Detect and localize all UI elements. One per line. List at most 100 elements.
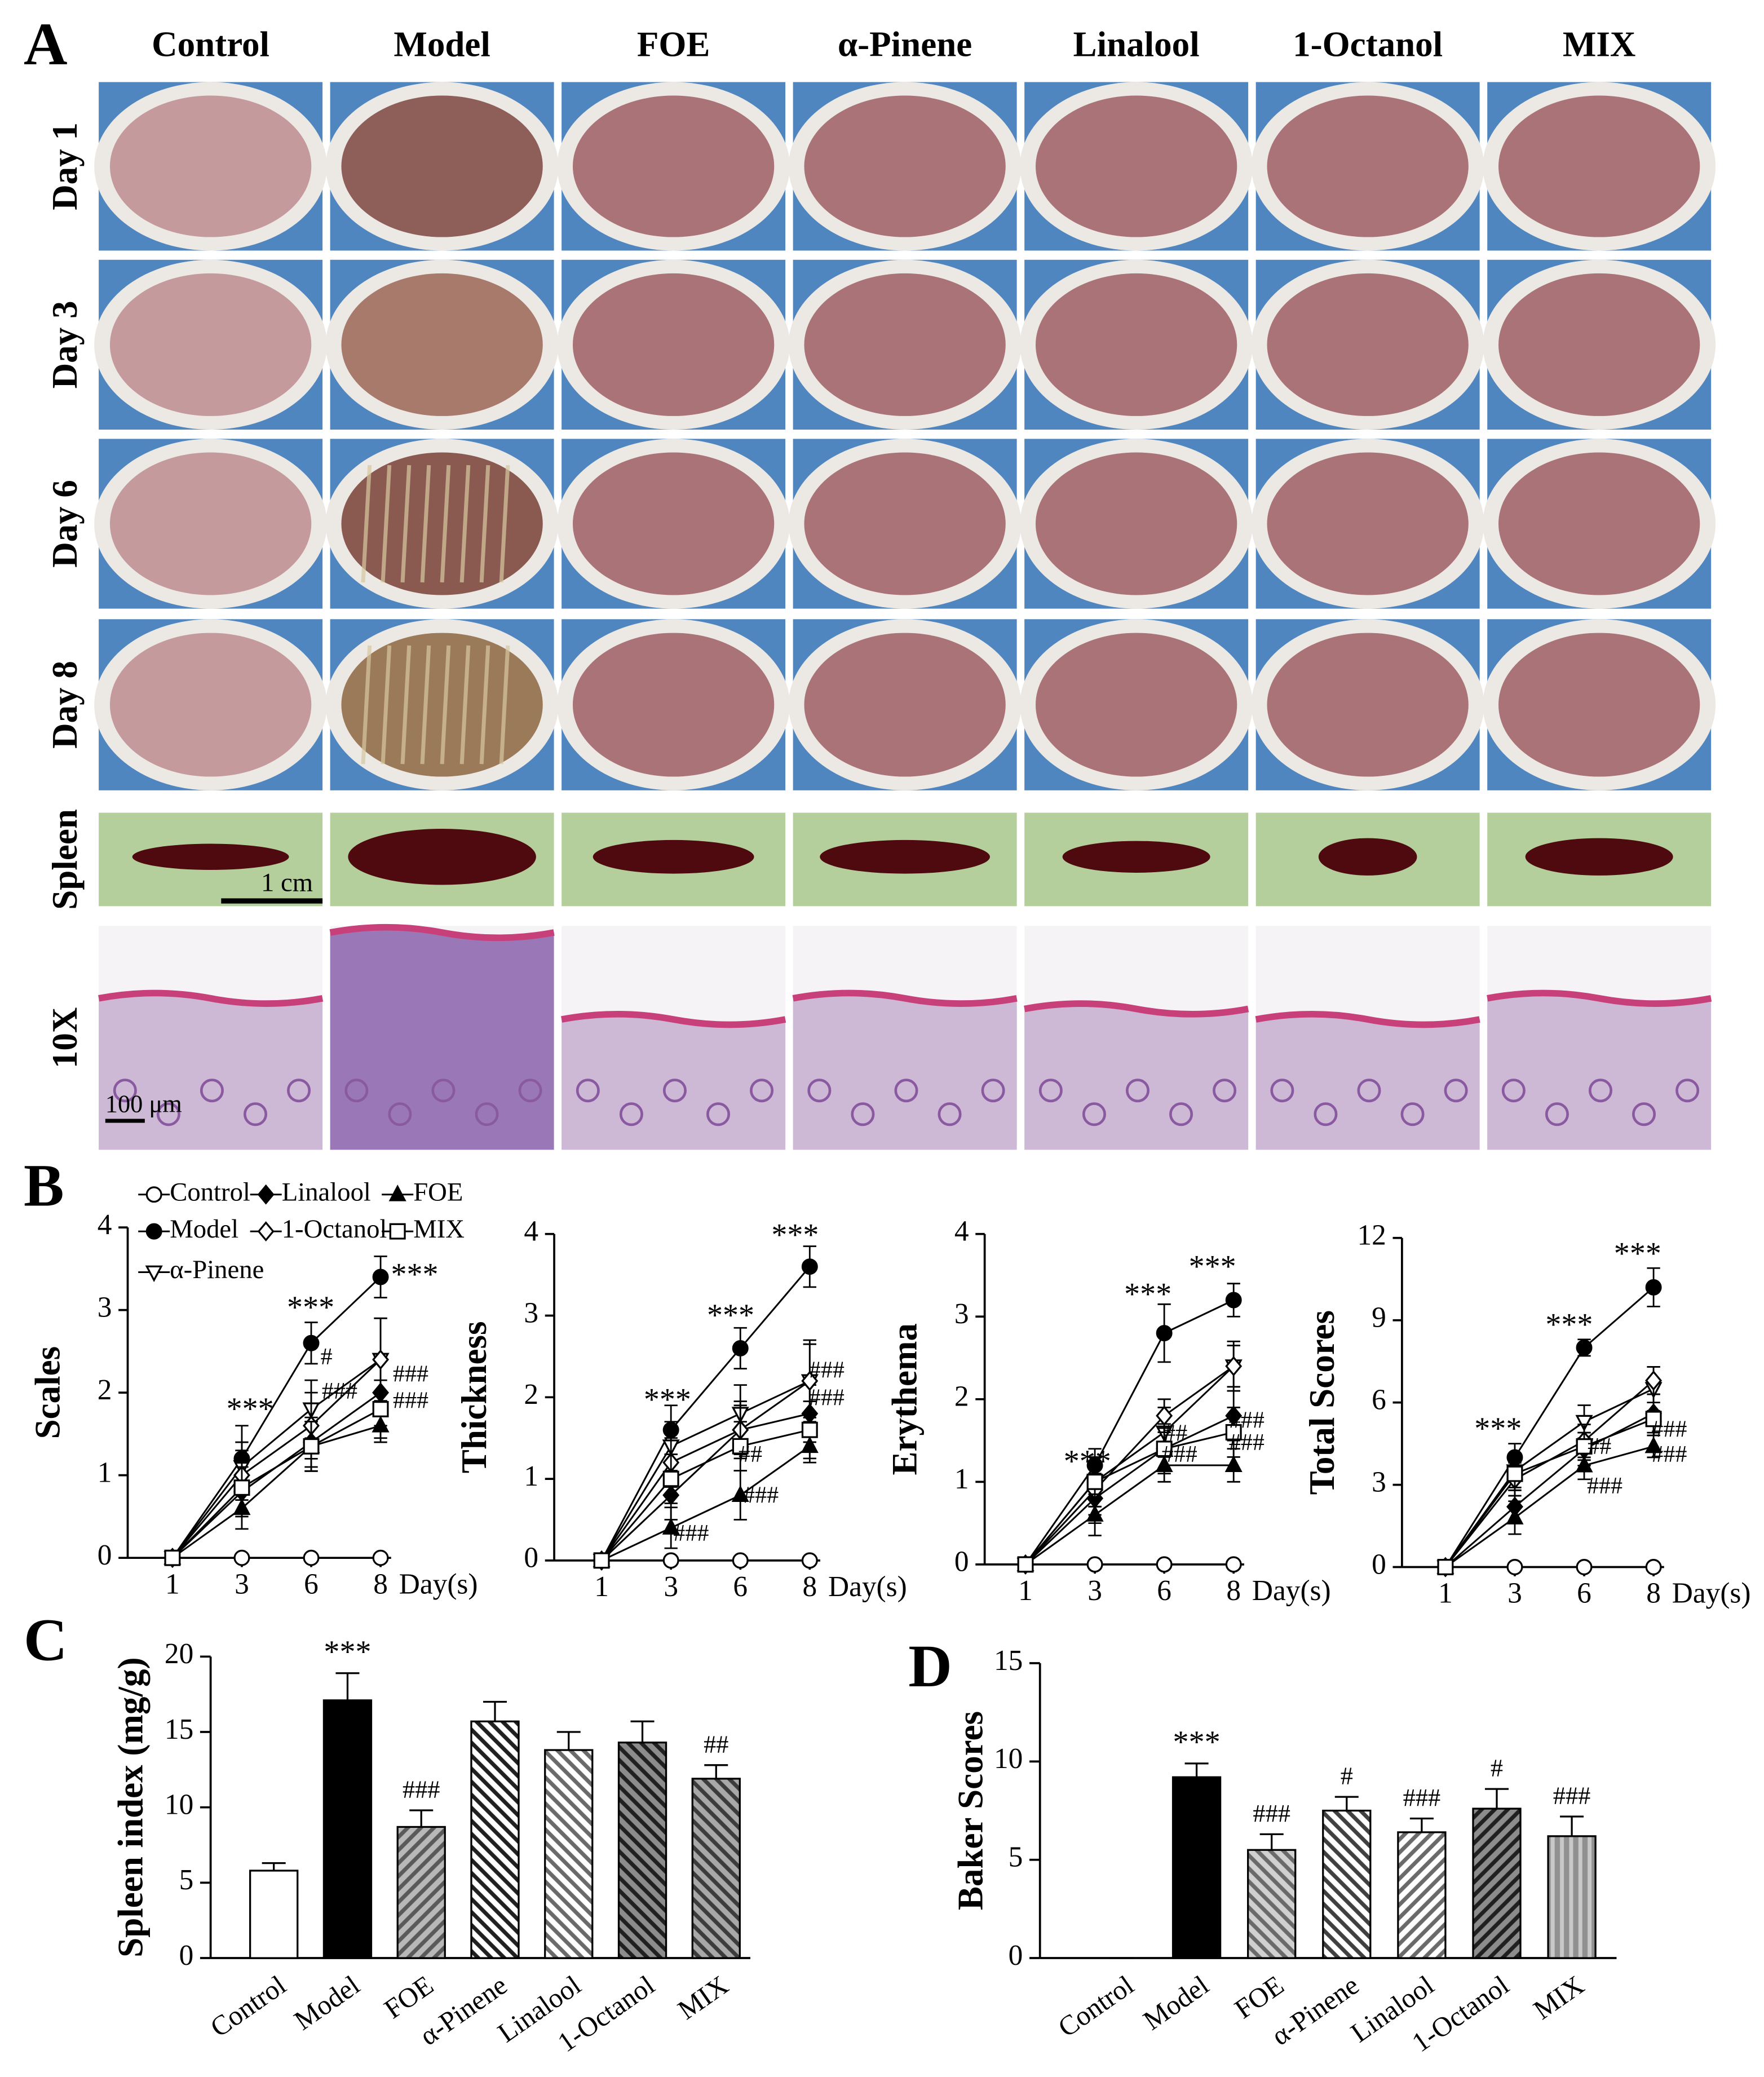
significance: ## [704, 1730, 728, 1758]
y-tick-label: 1 [954, 1463, 969, 1495]
photo [94, 259, 328, 430]
x-tick-label: 3 [664, 1571, 678, 1603]
y-tick-label: 3 [954, 1298, 969, 1330]
y-tick-label: 3 [98, 1291, 112, 1323]
photo [1020, 439, 1253, 609]
skin [572, 95, 775, 237]
marker [731, 1485, 749, 1502]
follicle [1545, 1102, 1569, 1126]
photo [1483, 439, 1716, 609]
y-tick-label: 0 [1372, 1548, 1386, 1580]
row-label: Spleen [45, 809, 85, 910]
legend-marker [145, 1223, 162, 1240]
annotation: ## [1164, 1421, 1187, 1447]
skin [341, 273, 543, 416]
annotation: ## [1588, 1434, 1611, 1460]
photo [1251, 259, 1484, 430]
spleen [348, 829, 536, 885]
row-label: Day 3 [45, 301, 85, 389]
spleen [1525, 838, 1673, 876]
y-tick-label: 0 [524, 1542, 538, 1574]
significance: ### [1553, 1781, 1591, 1809]
series-line [1025, 1464, 1234, 1566]
photo [1487, 812, 1712, 907]
follicle [1632, 1102, 1656, 1126]
series-line [171, 1391, 381, 1559]
annotation: ## [739, 1442, 762, 1468]
scale [499, 645, 510, 764]
skin [804, 273, 1006, 416]
marker [1575, 1415, 1593, 1432]
legend-label: Model [170, 1214, 238, 1244]
annotation: ### [1229, 1407, 1265, 1433]
annotation: *** [1614, 1236, 1661, 1271]
annotation: *** [644, 1382, 691, 1417]
photo [557, 619, 790, 790]
photo [788, 439, 1022, 609]
annotation: *** [287, 1290, 334, 1325]
bar [1472, 1808, 1522, 1959]
scale [361, 465, 372, 583]
follicle [576, 1079, 600, 1103]
series-line [171, 1408, 381, 1559]
annotation: *** [227, 1391, 274, 1426]
bar [1171, 1776, 1222, 1959]
skin [1267, 452, 1469, 595]
series-line [1024, 1431, 1234, 1565]
epidermis [98, 989, 324, 1007]
scale-bar-label: 100 μm [105, 1089, 182, 1117]
photo [1020, 619, 1253, 790]
significance: ### [403, 1775, 440, 1804]
y-tick-label: 9 [1372, 1301, 1386, 1333]
y-tick-label: 2 [98, 1374, 112, 1406]
skin [572, 273, 775, 416]
y-axis-label: Erythema [885, 1323, 925, 1475]
skin [341, 95, 543, 237]
error-bar [1184, 1762, 1209, 1778]
follicle [1314, 1102, 1338, 1126]
follicle [287, 1079, 311, 1103]
bar [1547, 1835, 1597, 1959]
column-header: FOE [637, 24, 710, 64]
x-tick-label: 8 [802, 1571, 817, 1603]
skin [1036, 273, 1237, 416]
scale [381, 645, 392, 764]
photo [94, 439, 328, 609]
marker [1575, 1455, 1593, 1473]
follicle [1444, 1079, 1468, 1103]
annotation: ### [1651, 1417, 1687, 1443]
photo [1483, 619, 1716, 790]
annotation: *** [707, 1298, 754, 1333]
marker [1576, 1559, 1593, 1576]
legend-label: 1-Octanol [282, 1214, 387, 1244]
photo [557, 439, 790, 609]
photo [1487, 926, 1712, 1150]
x-tick-label: Control [205, 1969, 291, 2043]
bar [1322, 1809, 1372, 1959]
tissue [1024, 1004, 1249, 1150]
photo [325, 259, 559, 430]
marker [233, 1549, 250, 1566]
x-tick-label: 1 [1438, 1577, 1453, 1610]
follicle [156, 1102, 180, 1126]
marker [1645, 1559, 1662, 1576]
bar [249, 1870, 299, 1959]
column-header: Model [394, 24, 490, 64]
y-tick-label: 3 [1372, 1466, 1386, 1498]
y-tick-label: 20 [165, 1638, 193, 1670]
y-tick-label: 5 [179, 1864, 194, 1896]
marker [1645, 1411, 1662, 1428]
follicle [1169, 1102, 1193, 1126]
row-label: Day 8 [45, 661, 85, 749]
column-header: Control [152, 24, 269, 64]
marker [1017, 1556, 1034, 1573]
follicle [475, 1102, 499, 1126]
x-tick-label: 6 [304, 1568, 319, 1600]
marker [1086, 1556, 1103, 1573]
marker [1225, 1424, 1242, 1440]
photo [99, 812, 323, 907]
significance: *** [1173, 1725, 1221, 1760]
significance: *** [324, 1634, 371, 1669]
skin [804, 452, 1006, 595]
error-bar [262, 1862, 286, 1871]
